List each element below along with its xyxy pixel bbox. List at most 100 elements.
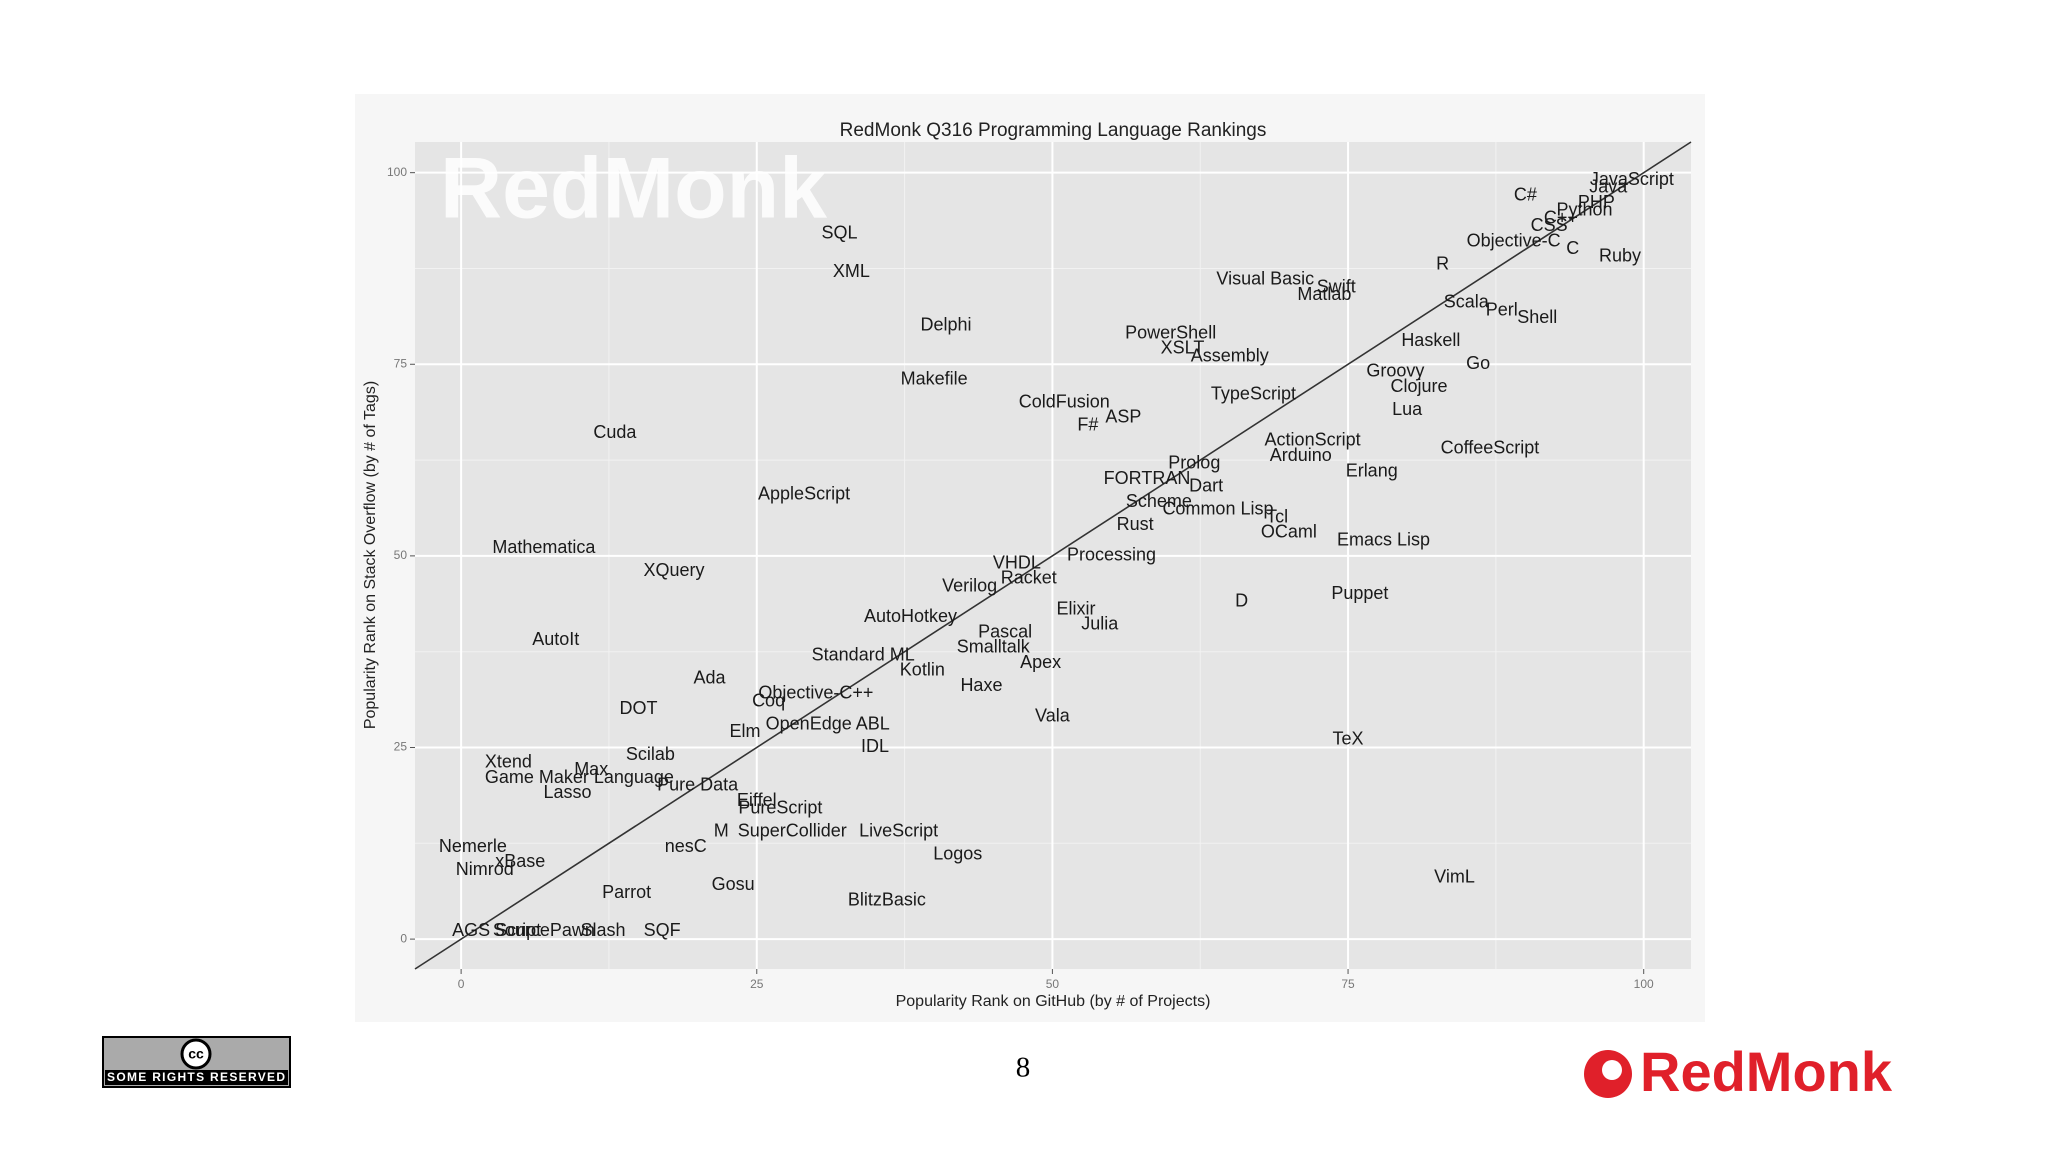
language-point: Haskell <box>1401 330 1460 350</box>
language-point: TeX <box>1333 729 1364 749</box>
language-point: SQL <box>822 223 858 243</box>
language-point: C# <box>1514 184 1537 204</box>
language-point: Makefile <box>901 368 968 388</box>
language-point: Lasso <box>544 782 592 802</box>
language-point: Julia <box>1081 614 1119 634</box>
diagonal-line <box>414 141 1692 970</box>
language-point: Max <box>574 759 608 779</box>
language-point: Nemerle <box>439 836 507 856</box>
language-point: IDL <box>861 736 889 756</box>
x-tick-label: 25 <box>750 977 764 991</box>
x-tick-label: 50 <box>1046 977 1060 991</box>
language-point: Xtend <box>485 752 532 772</box>
page-number: 8 <box>1016 1052 1031 1084</box>
language-point: CSS <box>1531 215 1568 235</box>
language-point: Standard ML <box>812 644 915 664</box>
language-point: VimL <box>1434 867 1475 887</box>
grid <box>410 142 1691 974</box>
language-point: Arduino <box>1270 445 1332 465</box>
x-tick-label: 100 <box>1634 977 1654 991</box>
language-point: Go <box>1466 353 1490 373</box>
language-point: Pure Data <box>657 775 739 795</box>
language-point: Common Lisp <box>1162 499 1273 519</box>
y-tick-label: 0 <box>400 931 407 945</box>
language-point: Ada <box>693 667 726 687</box>
y-tick-label: 25 <box>394 740 408 754</box>
language-point: Eiffel <box>737 790 777 810</box>
language-point: DOT <box>620 698 658 718</box>
language-point: Erlang <box>1346 460 1398 480</box>
language-point: Tcl <box>1266 506 1288 526</box>
language-point: XQuery <box>643 560 704 580</box>
language-point: Ruby <box>1599 246 1641 266</box>
language-point: ColdFusion <box>1019 391 1110 411</box>
language-point: Swift <box>1317 276 1356 296</box>
language-point: Kotlin <box>900 660 945 680</box>
language-point: Parrot <box>602 882 651 902</box>
language-point: OCaml <box>1261 522 1317 542</box>
language-point: Haxe <box>960 675 1002 695</box>
language-point: Coq <box>752 690 785 710</box>
language-point: SuperCollider <box>738 821 847 841</box>
language-point: Matlab <box>1297 284 1351 304</box>
language-point: Verilog <box>942 575 997 595</box>
language-point: Scilab <box>626 744 675 764</box>
language-point: Game Maker Language <box>485 767 674 787</box>
language-point: Prolog <box>1168 453 1220 473</box>
language-point: C++ <box>1544 207 1578 227</box>
language-point: ASP <box>1105 407 1141 427</box>
y-axis-label: Popularity Rank on Stack Overflow (by # … <box>362 381 379 729</box>
language-point: Scala <box>1444 292 1490 312</box>
language-point: Visual Basic <box>1216 269 1314 289</box>
cc-circle <box>180 1038 212 1070</box>
language-point: AppleScript <box>758 483 850 503</box>
language-point: C <box>1566 238 1579 258</box>
language-point: AutoIt <box>532 629 579 649</box>
badge-strip <box>105 1070 288 1085</box>
language-point: JavaScript <box>1590 169 1674 189</box>
cc-mark: cc <box>188 1046 204 1062</box>
language-point: Elixir <box>1057 598 1096 618</box>
language-point: Scheme <box>1126 491 1192 511</box>
language-point: LiveScript <box>859 821 938 841</box>
language-point: Shell <box>1517 307 1557 327</box>
language-point: Racket <box>1001 568 1057 588</box>
language-point: XML <box>833 261 870 281</box>
language-point: Lua <box>1392 399 1423 419</box>
language-point: Apex <box>1020 652 1061 672</box>
logo: RedMonk <box>1584 1040 1893 1103</box>
language-point: Objective-C++ <box>758 683 873 703</box>
language-point: PureScript <box>738 798 822 818</box>
language-point: Smalltalk <box>957 637 1031 657</box>
language-point: SQF <box>644 920 681 940</box>
chart-title: RedMonk Q316 Programming Language Rankin… <box>840 120 1267 141</box>
language-point: Rust <box>1117 514 1154 534</box>
logo-text: RedMonk <box>1640 1040 1893 1103</box>
language-point: Delphi <box>920 315 971 335</box>
language-point: VHDL <box>993 552 1041 572</box>
language-point: M <box>714 821 729 841</box>
language-point: CoffeeScript <box>1441 437 1540 457</box>
language-point: TypeScript <box>1211 384 1296 404</box>
language-point: Dart <box>1189 476 1223 496</box>
license-text: SOME RIGHTS RESERVED <box>107 1070 285 1084</box>
language-point: FORTRAN <box>1104 468 1191 488</box>
language-point: Processing <box>1067 545 1156 565</box>
language-point: Nimrod <box>456 859 514 879</box>
language-point: OpenEdge ABL <box>766 713 890 733</box>
language-point: Assembly <box>1191 345 1269 365</box>
language-point: ActionScript <box>1265 430 1361 450</box>
language-point: XSLT <box>1161 338 1205 358</box>
language-point: PowerShell <box>1125 322 1216 342</box>
watermark: RedMonk <box>440 141 827 237</box>
language-point: Pascal <box>978 621 1032 641</box>
y-tick-label: 100 <box>387 165 407 179</box>
language-point: R <box>1436 253 1449 273</box>
language-point: Slash <box>581 920 626 940</box>
language-point: Perl <box>1486 299 1518 319</box>
language-point: Clojure <box>1390 376 1447 396</box>
language-point: Puppet <box>1331 583 1388 603</box>
